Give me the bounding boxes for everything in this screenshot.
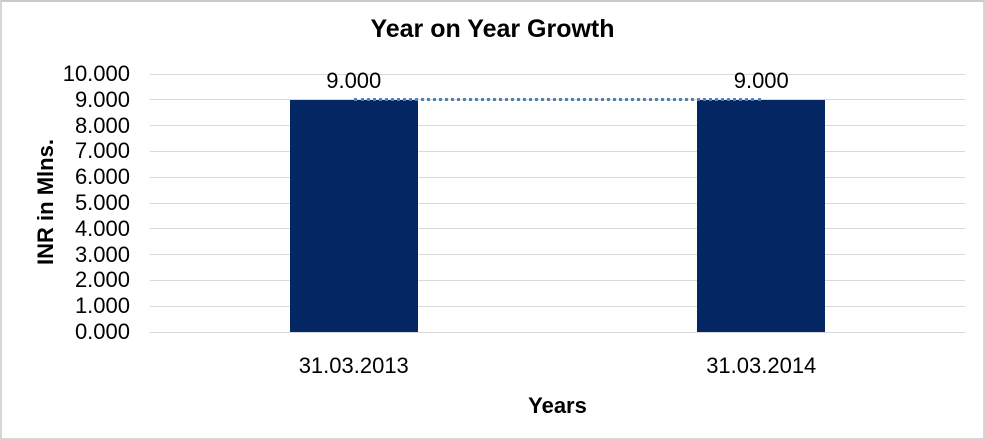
plot-area: 9.000 9.000 xyxy=(150,68,965,333)
chart-title: Year on Year Growth xyxy=(370,15,615,43)
gridline xyxy=(150,305,965,307)
x-category-label: 31.03.2014 xyxy=(706,353,817,378)
bar-data-label: 9.000 xyxy=(733,67,789,93)
gridline xyxy=(150,73,965,75)
y-tick-label: 6.000 xyxy=(74,164,130,190)
y-tick-label: 0.000 xyxy=(74,319,130,344)
x-category-label: 31.03.2013 xyxy=(298,353,409,378)
y-tick-label: 7.000 xyxy=(74,138,130,164)
y-tick-label: 5.000 xyxy=(74,190,130,215)
x-axis-title: Years xyxy=(528,393,587,418)
gridline xyxy=(150,150,965,152)
gridline xyxy=(150,202,965,204)
y-tick-label: 10.000 xyxy=(62,61,130,86)
trend-dotted-line xyxy=(353,97,762,101)
bar xyxy=(697,99,826,332)
y-tick-label: 9.000 xyxy=(74,86,130,112)
y-tick-label: 2.000 xyxy=(74,267,130,293)
gridline xyxy=(150,228,965,230)
y-tick-label: 3.000 xyxy=(74,241,130,267)
gridline xyxy=(150,254,965,256)
y-tick-label: 1.000 xyxy=(74,293,130,319)
bar xyxy=(289,99,418,332)
gridline xyxy=(150,331,965,333)
y-tick-label: 8.000 xyxy=(74,112,130,138)
gridline xyxy=(150,125,965,127)
y-tick-label: 4.000 xyxy=(74,215,130,241)
gridline xyxy=(150,176,965,178)
bar-data-label: 9.000 xyxy=(326,67,382,93)
gridline xyxy=(150,279,965,281)
